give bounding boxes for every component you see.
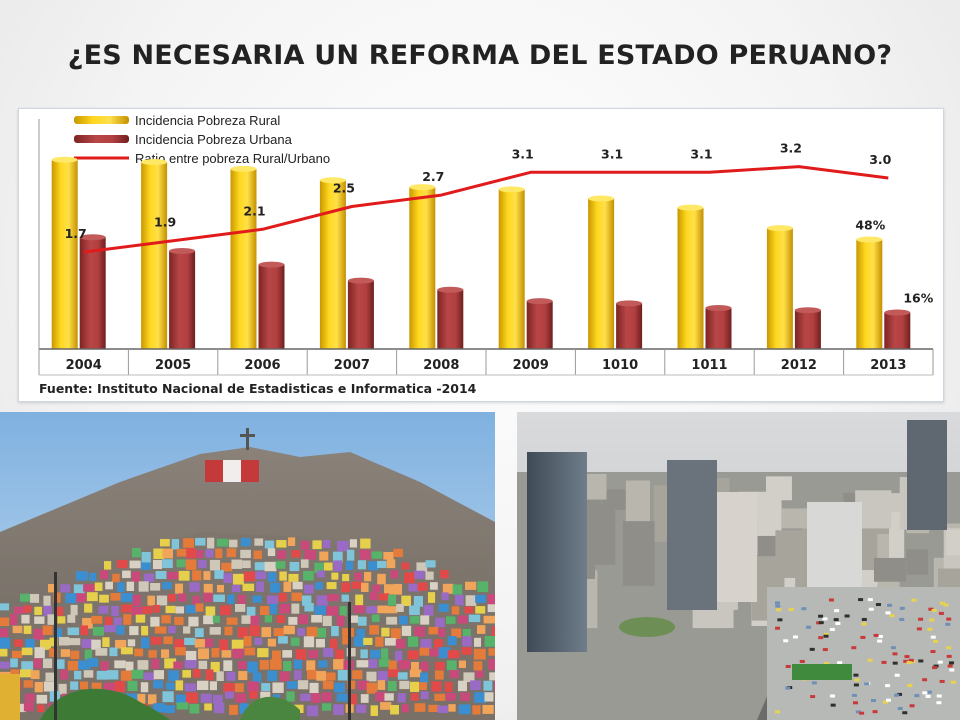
x-tick-2007: 2007 bbox=[334, 358, 370, 373]
ratio-line bbox=[83, 165, 889, 254]
bar-urban-1010 bbox=[616, 303, 643, 349]
legend-swatch-1 bbox=[74, 135, 129, 143]
bar-rural-2012 bbox=[766, 228, 793, 349]
bar-rural-1011 bbox=[677, 207, 704, 349]
chart-data-labels: 1.7 1.9 2.1 2.5 2.7 3.1 3.1 3.1 3.2 3.0 48% 16% bbox=[65, 141, 934, 306]
x-tick-1010: 1010 bbox=[602, 358, 638, 373]
rural-last-label: 48% bbox=[855, 218, 885, 233]
bar-urban-2007 bbox=[347, 280, 374, 349]
bar-rural-2013 bbox=[856, 239, 883, 349]
bar-urban-1011 bbox=[705, 307, 732, 349]
x-tick-2006: 2006 bbox=[244, 358, 280, 373]
urban-last-label: 16% bbox=[903, 291, 933, 306]
chart-bars bbox=[51, 156, 911, 349]
bar-urban-2012 bbox=[794, 310, 821, 349]
ratio-label-2012: 3.2 bbox=[780, 141, 802, 156]
ratio-label-2004: 1.7 bbox=[65, 226, 87, 241]
legend-label-2: Ratio entre pobreza Rural/Urbano bbox=[135, 151, 330, 166]
chart-source: Fuente: Instituto Nacional de Estadistic… bbox=[39, 381, 477, 396]
city-skyline-photo bbox=[517, 412, 960, 720]
chart-svg: Incidencia Pobreza Rural Incidencia Pobre… bbox=[38, 113, 934, 396]
bar-urban-2005 bbox=[169, 250, 196, 349]
ratio-label-2006: 2.1 bbox=[243, 203, 265, 218]
x-tick-2009: 2009 bbox=[513, 358, 549, 373]
chart-legend: Incidencia Pobreza Rural Incidencia Pobre… bbox=[74, 113, 330, 166]
bar-rural-2004 bbox=[51, 159, 78, 349]
x-tick-2013: 2013 bbox=[870, 358, 906, 373]
legend-swatch-0 bbox=[74, 116, 129, 124]
bar-rural-2009 bbox=[498, 189, 525, 349]
legend-label-0: Incidencia Pobreza Rural bbox=[135, 113, 280, 128]
x-tick-2008: 2008 bbox=[423, 358, 459, 373]
bar-rural-2005 bbox=[141, 162, 168, 349]
chart-x-axis: 2004 2005 2006 2007 2008 2009 1010 1011 2012 2013 bbox=[38, 119, 934, 376]
ratio-label-2013: 3.0 bbox=[869, 152, 891, 167]
bar-urban-2013 bbox=[884, 312, 911, 349]
x-tick-2004: 2004 bbox=[66, 358, 102, 373]
ratio-label-1011: 3.1 bbox=[690, 146, 712, 161]
bar-rural-1010 bbox=[588, 198, 615, 349]
bar-rural-2008 bbox=[409, 187, 436, 349]
hillside-city-photo bbox=[0, 412, 495, 720]
bar-urban-2004 bbox=[79, 237, 106, 349]
ratio-label-1010: 3.1 bbox=[601, 146, 623, 161]
chart-ratio-line bbox=[83, 165, 889, 254]
legend-label-1: Incidencia Pobreza Urbana bbox=[135, 132, 293, 147]
slide-title: ¿ES NECESARIA UN REFORMA DEL ESTADO PERU… bbox=[67, 40, 893, 71]
poverty-chart: Incidencia Pobreza Rural Incidencia Pobre… bbox=[18, 108, 944, 402]
bar-rural-2006 bbox=[230, 168, 257, 349]
x-tick-1011: 1011 bbox=[691, 358, 727, 373]
bar-rural-2007 bbox=[319, 180, 346, 349]
bar-urban-2006 bbox=[258, 264, 285, 349]
ratio-label-2008: 2.7 bbox=[422, 169, 444, 184]
bar-urban-2008 bbox=[437, 289, 464, 349]
bar-urban-2009 bbox=[526, 301, 553, 349]
ratio-label-2005: 1.9 bbox=[154, 215, 176, 230]
x-tick-2005: 2005 bbox=[155, 358, 191, 373]
ratio-label-2009: 3.1 bbox=[512, 146, 534, 161]
ratio-label-2007: 2.5 bbox=[333, 181, 355, 196]
x-tick-2012: 2012 bbox=[781, 358, 817, 373]
